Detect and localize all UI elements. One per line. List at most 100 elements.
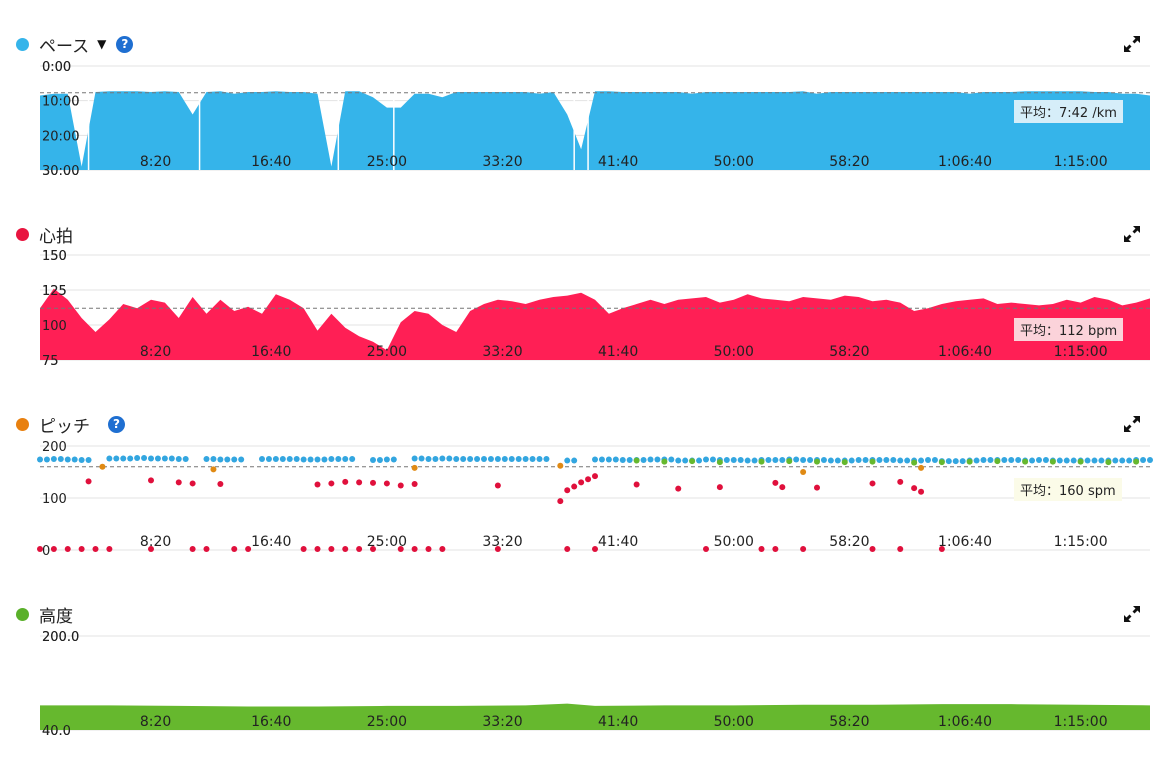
- pace-x-tick-label: 41:40: [598, 154, 638, 170]
- cadence-point: [474, 456, 480, 462]
- cadence-point: [1008, 457, 1014, 463]
- cadence-point: [190, 546, 196, 552]
- cadence-point: [759, 459, 765, 465]
- pace-average-label: 平均：7:42 /km: [1014, 100, 1123, 123]
- cadence-point: [481, 456, 487, 462]
- cadence-point: [557, 498, 563, 504]
- pace-x-tick-label: 1:15:00: [1054, 154, 1108, 170]
- cadence-point: [412, 481, 418, 487]
- cadence-point: [342, 479, 348, 485]
- cadence-point: [224, 457, 230, 463]
- cadence-point: [301, 457, 307, 463]
- cadence-x-tick-label: 1:15:00: [1054, 534, 1108, 550]
- cadence-point: [1085, 458, 1091, 464]
- heart-x-tick-label: 16:40: [251, 344, 291, 360]
- cadence-point: [210, 466, 216, 472]
- cadence-point: [1092, 458, 1098, 464]
- cadence-point: [72, 457, 78, 463]
- cadence-point: [1112, 458, 1118, 464]
- cadence-x-tick-label: 1:06:40: [938, 534, 992, 550]
- cadence-point: [412, 455, 418, 461]
- cadence-point: [384, 480, 390, 486]
- cadence-point: [190, 480, 196, 486]
- cadence-point: [432, 456, 438, 462]
- cadence-x-tick-label: 25:00: [367, 534, 407, 550]
- cadence-point: [1078, 459, 1084, 465]
- cadence-point: [1022, 459, 1028, 465]
- cadence-point: [883, 457, 889, 463]
- cadence-point: [391, 457, 397, 463]
- cadence-point: [987, 457, 993, 463]
- cadence-point: [911, 460, 917, 466]
- cadence-point: [134, 455, 140, 461]
- cadence-point: [918, 489, 924, 495]
- cadence-point: [1050, 459, 1056, 465]
- cadence-point: [86, 457, 92, 463]
- cadence-point: [828, 458, 834, 464]
- cadence-point: [439, 455, 445, 461]
- cadence-point: [731, 457, 737, 463]
- cadence-point: [37, 546, 43, 552]
- cadence-point: [571, 484, 577, 490]
- cadence-point: [328, 480, 334, 486]
- cadence-point: [897, 479, 903, 485]
- cadence-point: [238, 457, 244, 463]
- cadence-point: [321, 457, 327, 463]
- cadence-point: [897, 458, 903, 464]
- cadence-point: [932, 457, 938, 463]
- cadence-point: [51, 546, 57, 552]
- cadence-point: [127, 455, 133, 461]
- cadence-point: [856, 457, 862, 463]
- cadence-point: [370, 480, 376, 486]
- cadence-point: [259, 456, 265, 462]
- cadence-point: [467, 456, 473, 462]
- cadence-point: [183, 456, 189, 462]
- cadence-point: [217, 457, 223, 463]
- cadence-point: [668, 457, 674, 463]
- altitude-x-tick-label: 1:15:00: [1054, 714, 1108, 730]
- cadence-point: [800, 457, 806, 463]
- cadence-average-label: 平均：160 spm: [1014, 478, 1122, 501]
- pace-y-tick-label-front: 20:00: [42, 129, 79, 144]
- cadence-point: [1001, 457, 1007, 463]
- cadence-point: [634, 481, 640, 487]
- cadence-point: [495, 483, 501, 489]
- cadence-point: [689, 458, 695, 464]
- cadence-point: [745, 458, 751, 464]
- cadence-point: [86, 478, 92, 484]
- cadence-point: [696, 458, 702, 464]
- cadence-point: [772, 546, 778, 552]
- cadence-point: [1105, 459, 1111, 465]
- cadence-point: [876, 457, 882, 463]
- cadence-point: [1140, 457, 1146, 463]
- heart-average-label: 平均：112 bpm: [1014, 318, 1123, 341]
- cadence-point: [592, 457, 598, 463]
- cadence-point: [79, 546, 85, 552]
- pace-x-tick-label: 1:06:40: [938, 154, 992, 170]
- cadence-point: [51, 456, 57, 462]
- cadence-point: [953, 458, 959, 464]
- cadence-point: [335, 456, 341, 462]
- pace-y-tick-label-front: 0:00: [42, 60, 71, 75]
- cadence-point: [918, 458, 924, 464]
- cadence-point: [654, 457, 660, 463]
- cadence-y-tick-label: 0: [42, 544, 50, 559]
- cadence-point: [294, 456, 300, 462]
- cadence-y-tick-label: 100: [42, 492, 67, 507]
- heart-y-tick-label-front: 100: [42, 319, 67, 334]
- cadence-point: [870, 546, 876, 552]
- altitude-x-tick-label: 50:00: [714, 714, 754, 730]
- cadence-point: [675, 458, 681, 464]
- cadence-point: [641, 457, 647, 463]
- cadence-point: [800, 469, 806, 475]
- cadence-point: [911, 485, 917, 491]
- cadence-point: [176, 456, 182, 462]
- cadence-x-tick-label: 33:20: [482, 534, 522, 550]
- cadence-point: [301, 546, 307, 552]
- cadence-point: [793, 457, 799, 463]
- cadence-point: [703, 546, 709, 552]
- pace-chart: 0:0010:0020:0030:008:2016:4025:0033:2041…: [0, 12, 1154, 202]
